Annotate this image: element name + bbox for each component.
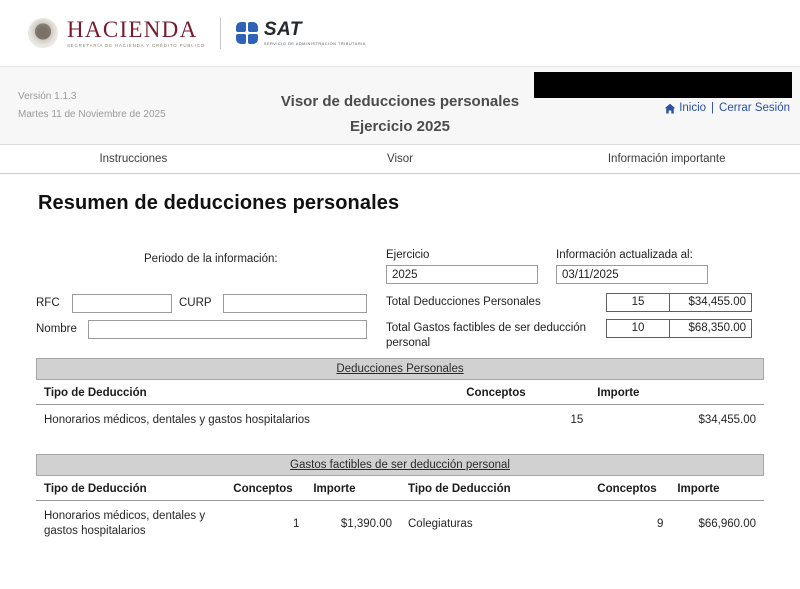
gastos-factibles-heading: Gastos factibles de ser deducción person… (36, 454, 764, 476)
gastos-factibles-table-left: Tipo de Deducción Conceptos Importe Hono… (36, 476, 400, 547)
cell-conceptos: 9 (656, 517, 664, 530)
links-separator: | (711, 102, 715, 114)
total-gastos-importe: $68,350.00 (669, 319, 752, 338)
main-navigation: Instrucciones Visor Información importan… (0, 145, 800, 174)
sat-subtitle: SERVICIO DE ADMINISTRACIÓN TRIBUTARIA (263, 41, 366, 47)
tab-informacion-importante[interactable]: Información importante (607, 153, 726, 165)
curp-input[interactable] (223, 294, 367, 313)
hacienda-logo: HACIENDA SECRETARÍA DE HACIENDA Y CRÉDIT… (28, 18, 205, 48)
cell-importe: $34,455.00 (698, 414, 756, 426)
col-importe: Importe (305, 476, 400, 501)
gastos-factibles-heading-text: Gastos factibles de ser deducción person… (290, 459, 510, 471)
total-gastos-conceptos: 10 (606, 319, 670, 338)
col-tipo-deduccion: Tipo de Deducción (400, 476, 590, 501)
home-icon (664, 103, 676, 115)
table-row: Colegiaturas 9 $66,960.00 (400, 501, 764, 548)
col-tipo-deduccion: Tipo de Deducción (36, 380, 459, 405)
total-deducciones-label: Total Deducciones Personales (386, 296, 541, 308)
cell-conceptos: 15 (570, 414, 584, 426)
cell-importe: $66,960.00 (698, 517, 756, 530)
session-links: Inicio | Cerrar Sesión (664, 102, 790, 114)
rfc-input[interactable] (72, 294, 172, 313)
ejercicio-label: Ejercicio (386, 249, 430, 261)
inicio-link[interactable]: Inicio (679, 102, 707, 114)
col-conceptos: Conceptos (589, 476, 670, 501)
deducciones-personales-heading: Deducciones Personales (36, 358, 764, 380)
table-header-row: Tipo de Deducción Conceptos Importe (36, 476, 400, 501)
cerrar-sesion-link[interactable]: Cerrar Sesión (719, 102, 790, 114)
informacion-actualizada-label: Información actualizada al: (556, 249, 693, 261)
cell-conceptos: 1 (292, 517, 300, 530)
informacion-actualizada-input[interactable]: 03/11/2025 (556, 265, 708, 284)
tab-visor[interactable]: Visor (387, 153, 413, 165)
col-conceptos: Conceptos (225, 476, 306, 501)
page-content: Resumen de deducciones personales Period… (0, 192, 800, 547)
version-label: Versión 1.1.3 (18, 91, 77, 102)
hacienda-wordmark: HACIENDA (67, 16, 198, 42)
mexican-eagle-seal-icon (28, 18, 58, 48)
gastos-factibles-section: Gastos factibles de ser deducción person… (36, 454, 764, 547)
header-title-line1: Visor de deducciones personales (280, 93, 520, 110)
page-title: Resumen de deducciones personales (38, 192, 400, 214)
taxpayer-info-form: Periodo de la información: Ejercicio 202… (36, 229, 764, 354)
cell-importe: $1,390.00 (340, 517, 392, 530)
brand-header: HACIENDA SECRETARÍA DE HACIENDA Y CRÉDIT… (0, 0, 800, 66)
cell-tipo: Colegiaturas (408, 517, 473, 530)
deducciones-personales-table: Tipo de Deducción Conceptos Importe Hono… (36, 380, 764, 436)
nombre-label: Nombre (36, 323, 77, 335)
gastos-factibles-table-right: Tipo de Deducción Conceptos Importe Cole… (400, 476, 764, 547)
cell-tipo: Honorarios médicos, dentales y gastos ho… (44, 510, 206, 537)
col-tipo-deduccion: Tipo de Deducción (36, 476, 226, 501)
cell-tipo: Honorarios médicos, dentales y gastos ho… (44, 414, 310, 426)
deducciones-personales-heading-text: Deducciones Personales (336, 363, 464, 375)
col-importe: Importe (589, 380, 764, 405)
col-conceptos: Conceptos (458, 380, 590, 405)
periodo-label: Periodo de la información: (144, 253, 278, 265)
total-gastos-label: Total Gastos factibles de ser deducción … (386, 322, 587, 349)
sat-dots-icon (235, 22, 258, 44)
sat-logo: SAT SERVICIO DE ADMINISTRACIÓN TRIBUTARI… (235, 19, 366, 47)
nombre-input[interactable] (88, 320, 367, 339)
hacienda-subtitle: SECRETARÍA DE HACIENDA Y CRÉDITO PÚBLICO (67, 42, 205, 48)
table-row: Honorarios médicos, dentales y gastos ho… (36, 501, 400, 548)
sat-wordmark: SAT (263, 19, 302, 41)
user-name-redacted-box (534, 72, 792, 98)
logo-divider (219, 17, 221, 49)
table-header-row: Tipo de Deducción Conceptos Importe (36, 380, 764, 405)
version-info: Versión 1.1.3 Martes 11 de Noviembre de … (18, 88, 166, 124)
deducciones-personales-section: Deducciones Personales Tipo de Deducción… (36, 358, 764, 436)
ejercicio-input[interactable]: 2025 (386, 265, 538, 284)
rfc-label: RFC (36, 297, 60, 309)
curp-label: CURP (179, 297, 212, 309)
page-header-title: Visor de deducciones personales Ejercici… (0, 89, 800, 139)
app-header-band: Versión 1.1.3 Martes 11 de Noviembre de … (0, 66, 800, 145)
current-date-label: Martes 11 de Noviembre de 2025 (18, 109, 166, 120)
col-importe: Importe (669, 476, 764, 501)
total-deducciones-conceptos: 15 (606, 293, 670, 312)
header-title-line2: Ejercicio 2025 (349, 118, 451, 135)
total-deducciones-importe: $34,455.00 (669, 293, 752, 312)
table-row: Honorarios médicos, dentales y gastos ho… (36, 405, 764, 437)
table-header-row: Tipo de Deducción Conceptos Importe (400, 476, 764, 501)
tab-instrucciones[interactable]: Instrucciones (99, 153, 168, 165)
